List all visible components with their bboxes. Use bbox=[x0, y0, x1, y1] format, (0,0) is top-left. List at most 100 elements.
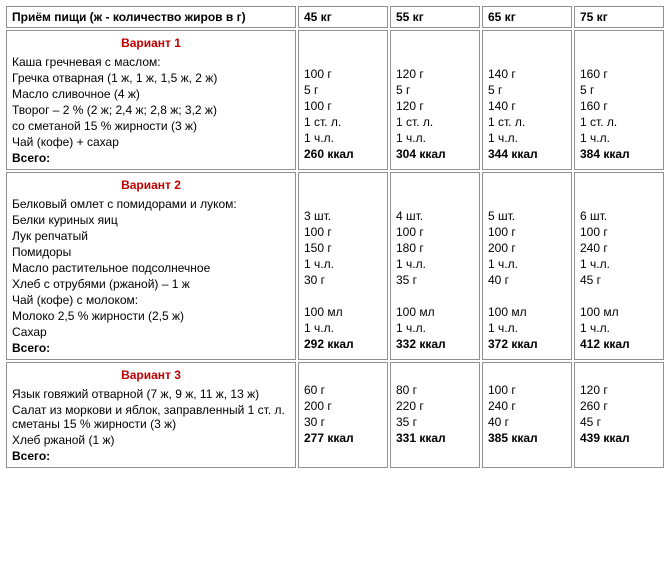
ingredient-value: 1 ч.л. bbox=[304, 130, 382, 146]
ingredient-value: 200 г bbox=[488, 240, 566, 256]
ingredient-value: 5 г bbox=[304, 82, 382, 98]
ingredient-value: 100 г bbox=[304, 66, 382, 82]
meal-description-cell: Вариант 3Язык говяжий отварной (7 ж, 9 ж… bbox=[6, 362, 296, 468]
ingredient-value: 100 мл bbox=[580, 304, 658, 320]
total-value: 331 ккал bbox=[396, 430, 474, 446]
spacer bbox=[580, 366, 658, 382]
ingredient-value: 5 шт. bbox=[488, 208, 566, 224]
spacer bbox=[304, 34, 382, 50]
meal-description-cell: Вариант 2Белковый омлет с помидорами и л… bbox=[6, 172, 296, 360]
meal-description-cell: Вариант 1 Каша гречневая с маслом:Гречка … bbox=[6, 30, 296, 170]
ingredient-value bbox=[304, 288, 382, 304]
ingredient-value: 6 шт. bbox=[580, 208, 658, 224]
ingredient-value: 80 г bbox=[396, 382, 474, 398]
value-cell: 140 г5 г140 г1 ст. л.1 ч.л.344 ккал bbox=[482, 30, 572, 170]
total-value: 412 ккал bbox=[580, 336, 658, 352]
ingredient-value: 1 ст. л. bbox=[304, 114, 382, 130]
total-label: Всего: bbox=[12, 340, 290, 356]
ingredient-label: Масло растительное подсолнечное bbox=[12, 260, 290, 276]
ingredient-value: 120 г bbox=[396, 98, 474, 114]
ingredient-value: 140 г bbox=[488, 66, 566, 82]
total-value: 277 ккал bbox=[304, 430, 382, 446]
total-value: 292 ккал bbox=[304, 336, 382, 352]
value-cell: 4 шт.100 г180 г1 ч.л.35 г 100 мл1 ч.л.33… bbox=[390, 172, 480, 360]
value-cell: 100 г240 г40 г385 ккал bbox=[482, 362, 572, 468]
ingredient-value bbox=[396, 192, 474, 208]
spacer bbox=[396, 34, 474, 50]
ingredient-label: Лук репчатый bbox=[12, 228, 290, 244]
table-row: Вариант 1 Каша гречневая с маслом:Гречка … bbox=[6, 30, 664, 170]
ingredient-label: Язык говяжий отварной (7 ж, 9 ж, 11 ж, 1… bbox=[12, 386, 290, 402]
ingredient-label: Хлеб ржаной (1 ж) bbox=[12, 432, 290, 448]
ingredient-value: 1 ч.л. bbox=[396, 256, 474, 272]
ingredient-value bbox=[396, 50, 474, 66]
total-value: 304 ккал bbox=[396, 146, 474, 162]
total-value: 372 ккал bbox=[488, 336, 566, 352]
table-header-row: Приём пищи (ж - количество жиров в г) 45… bbox=[6, 6, 664, 28]
col-header-meal: Приём пищи (ж - количество жиров в г) bbox=[6, 6, 296, 28]
ingredient-value bbox=[488, 192, 566, 208]
ingredient-value: 35 г bbox=[396, 414, 474, 430]
spacer bbox=[488, 176, 566, 192]
spacer bbox=[396, 176, 474, 192]
ingredient-value: 1 ч.л. bbox=[304, 256, 382, 272]
ingredient-value: 100 мл bbox=[304, 304, 382, 320]
total-value: 439 ккал bbox=[580, 430, 658, 446]
ingredient-value: 1 ч.л. bbox=[488, 320, 566, 336]
table-row: Вариант 2Белковый омлет с помидорами и л… bbox=[6, 172, 664, 360]
ingredient-label: Белковый омлет с помидорами и луком: bbox=[12, 196, 290, 212]
ingredient-value: 45 г bbox=[580, 414, 658, 430]
ingredient-value: 45 г bbox=[580, 272, 658, 288]
ingredient-value: 240 г bbox=[488, 398, 566, 414]
ingredient-value: 5 г bbox=[580, 82, 658, 98]
ingredient-value: 100 г bbox=[304, 98, 382, 114]
total-value: 384 ккал bbox=[580, 146, 658, 162]
ingredient-value: 1 ч.л. bbox=[304, 320, 382, 336]
ingredient-value: 1 ст. л. bbox=[396, 114, 474, 130]
ingredient-value bbox=[488, 50, 566, 66]
ingredient-label: Масло сливочное (4 ж) bbox=[12, 86, 290, 102]
value-cell: 120 г260 г45 г439 ккал bbox=[574, 362, 664, 468]
ingredient-value bbox=[488, 288, 566, 304]
ingredient-value bbox=[304, 192, 382, 208]
ingredient-value bbox=[580, 192, 658, 208]
ingredient-value: 180 г bbox=[396, 240, 474, 256]
ingredient-value: 1 ч.л. bbox=[488, 130, 566, 146]
ingredient-value: 100 г bbox=[304, 224, 382, 240]
total-label: Всего: bbox=[12, 150, 290, 166]
ingredient-value: 40 г bbox=[488, 414, 566, 430]
ingredient-value: 60 г bbox=[304, 382, 382, 398]
ingredient-label: со сметаной 15 % жирности (3 ж) bbox=[12, 118, 290, 134]
ingredient-value: 200 г bbox=[304, 398, 382, 414]
value-cell: 6 шт.100 г240 г1 ч.л.45 г 100 мл1 ч.л.41… bbox=[574, 172, 664, 360]
ingredient-label: Творог – 2 % (2 ж; 2,4 ж; 2,8 ж; 3,2 ж) bbox=[12, 102, 290, 118]
ingredient-label: Салат из моркови и яблок, заправленный 1… bbox=[12, 402, 290, 432]
col-header-75kg: 75 кг bbox=[574, 6, 664, 28]
ingredient-label: Молоко 2,5 % жирности (2,5 ж) bbox=[12, 308, 290, 324]
ingredient-value: 1 ст. л. bbox=[580, 114, 658, 130]
ingredient-value: 100 мл bbox=[396, 304, 474, 320]
ingredient-label: Гречка отварная (1 ж, 1 ж, 1,5 ж, 2 ж) bbox=[12, 70, 290, 86]
col-header-65kg: 65 кг bbox=[482, 6, 572, 28]
spacer bbox=[304, 176, 382, 192]
ingredient-value: 140 г bbox=[488, 98, 566, 114]
ingredient-value: 40 г bbox=[488, 272, 566, 288]
total-value: 344 ккал bbox=[488, 146, 566, 162]
ingredient-value: 220 г bbox=[396, 398, 474, 414]
spacer bbox=[488, 34, 566, 50]
ingredient-value: 5 г bbox=[396, 82, 474, 98]
total-value: 260 ккал bbox=[304, 146, 382, 162]
ingredient-label: Каша гречневая с маслом: bbox=[12, 54, 290, 70]
spacer bbox=[304, 366, 382, 382]
ingredient-label: Чай (кофе) с молоком: bbox=[12, 292, 290, 308]
value-cell: 5 шт.100 г200 г1 ч.л.40 г 100 мл1 ч.л.37… bbox=[482, 172, 572, 360]
ingredient-label: Чай (кофе) + сахар bbox=[12, 134, 290, 150]
value-cell: 3 шт.100 г150 г1 ч.л.30 г 100 мл1 ч.л.29… bbox=[298, 172, 388, 360]
spacer bbox=[580, 176, 658, 192]
ingredient-label: Помидоры bbox=[12, 244, 290, 260]
ingredient-value: 1 ч.л. bbox=[488, 256, 566, 272]
variant-title: Вариант 1 bbox=[12, 36, 290, 50]
col-header-55kg: 55 кг bbox=[390, 6, 480, 28]
ingredient-value: 160 г bbox=[580, 98, 658, 114]
ingredient-value: 100 г bbox=[580, 224, 658, 240]
